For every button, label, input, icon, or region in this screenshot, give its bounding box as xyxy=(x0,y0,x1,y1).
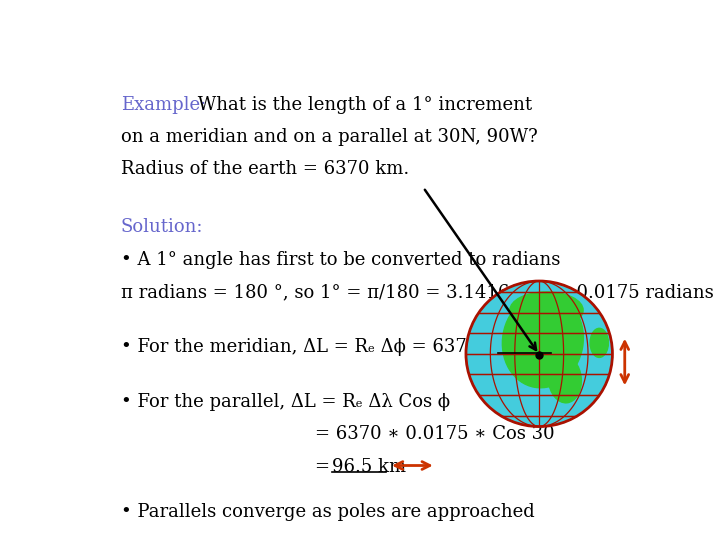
Ellipse shape xyxy=(551,347,564,368)
Text: What is the length of a 1° increment: What is the length of a 1° increment xyxy=(192,96,531,113)
Text: • For the parallel, ΔL = Rₑ Δλ Cos ϕ: • For the parallel, ΔL = Rₑ Δλ Cos ϕ xyxy=(121,393,450,411)
Text: • A 1° angle has first to be converted to radians: • A 1° angle has first to be converted t… xyxy=(121,251,560,269)
Text: Example:: Example: xyxy=(121,96,206,113)
Text: 111 km: 111 km xyxy=(498,338,567,356)
Ellipse shape xyxy=(510,292,583,328)
Text: =: = xyxy=(315,458,336,476)
Text: 96.5 km: 96.5 km xyxy=(332,458,406,476)
Text: = 6370 ∗ 0.0175 ∗ Cos 30: = 6370 ∗ 0.0175 ∗ Cos 30 xyxy=(315,426,554,443)
Text: Radius of the earth = 6370 km.: Radius of the earth = 6370 km. xyxy=(121,160,409,178)
Circle shape xyxy=(466,281,613,427)
Ellipse shape xyxy=(548,356,581,403)
Text: Solution:: Solution: xyxy=(121,219,204,237)
Text: on a meridian and on a parallel at 30N, 90W?: on a meridian and on a parallel at 30N, … xyxy=(121,128,538,146)
Ellipse shape xyxy=(503,294,583,388)
Text: • For the meridian, ΔL = Rₑ Δϕ = 6370 ∗ 0.0175 =: • For the meridian, ΔL = Rₑ Δϕ = 6370 ∗ … xyxy=(121,338,592,356)
Text: π radians = 180 °, so 1° = π/180 = 3.1416/180 = 0.0175 radians: π radians = 180 °, so 1° = π/180 = 3.141… xyxy=(121,283,714,301)
Ellipse shape xyxy=(590,328,608,357)
Text: • Parallels converge as poles are approached: • Parallels converge as poles are approa… xyxy=(121,503,535,521)
